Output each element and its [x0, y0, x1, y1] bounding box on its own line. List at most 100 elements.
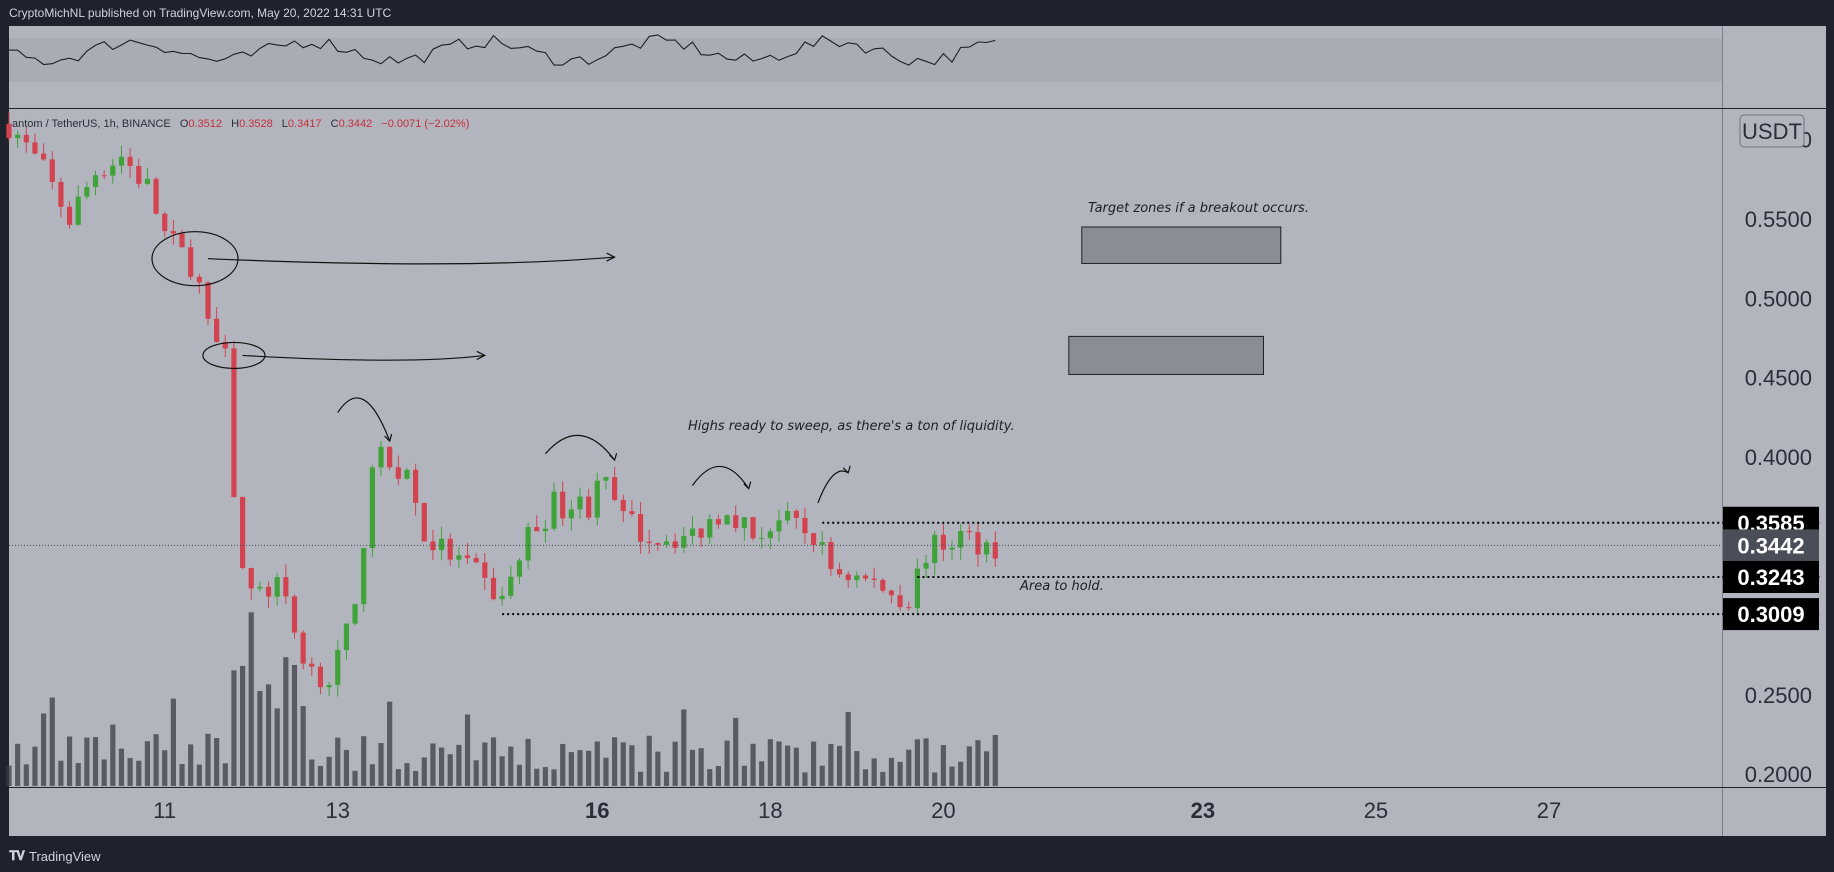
- candle-body: [92, 175, 99, 188]
- candle-body: [698, 528, 704, 538]
- price-scale[interactable]: [1723, 109, 1826, 787]
- volume-bar: [984, 751, 990, 786]
- volume-bar: [274, 708, 280, 786]
- indicator-band: [9, 38, 1722, 82]
- volume-bar: [897, 761, 903, 786]
- candle-body: [793, 510, 799, 518]
- volume-bar: [862, 769, 869, 786]
- volume-bar: [136, 760, 142, 786]
- volume-bar: [179, 764, 185, 786]
- volume-bar: [490, 737, 497, 786]
- volume-bar: [508, 746, 514, 786]
- volume-bar: [741, 765, 747, 786]
- candle-body: [222, 341, 228, 349]
- candle-body: [317, 666, 324, 688]
- sweep-arc: [337, 397, 391, 442]
- candle-body: [802, 517, 808, 534]
- candle-body: [153, 178, 159, 214]
- candle-body: [413, 469, 419, 503]
- candle-body: [101, 175, 107, 177]
- volume-bar: [404, 763, 410, 786]
- date-tick-label: 11: [153, 798, 176, 823]
- volume-bar: [144, 741, 151, 786]
- high-value: 0.3528: [239, 118, 273, 130]
- candle-body: [689, 528, 696, 536]
- volume-bar: [568, 752, 574, 786]
- currency-badge[interactable]: [1739, 114, 1805, 148]
- candle-body: [880, 579, 886, 591]
- volume-bar: [499, 756, 505, 786]
- volume-bar: [551, 769, 557, 786]
- volume-bar: [612, 737, 618, 786]
- volume-bar: [603, 757, 609, 786]
- volume-bar: [309, 759, 315, 786]
- candle-body: [888, 590, 895, 596]
- volume-bar: [975, 740, 981, 786]
- volume-bar: [205, 733, 211, 786]
- volume-bar: [41, 713, 47, 786]
- volume-bar: [188, 744, 194, 786]
- candle-body: [6, 123, 12, 139]
- circle-drawing: [202, 341, 266, 370]
- volume-bar: [620, 742, 626, 786]
- oscillator-path: [8, 34, 996, 66]
- volume-bar: [759, 761, 765, 786]
- candle-body: [767, 531, 773, 539]
- candle-body: [854, 575, 860, 581]
- symbol-name: antom / TetherUS, 1h, BINANCE: [12, 118, 171, 130]
- candle-body: [110, 165, 116, 176]
- candle-body: [170, 231, 176, 234]
- volume-bar: [162, 750, 168, 786]
- candle-body: [352, 604, 358, 624]
- volume-bar: [456, 744, 462, 786]
- candle-body: [144, 178, 151, 184]
- volume-bar: [525, 738, 531, 786]
- candle-body: [205, 282, 211, 319]
- candle-body: [992, 542, 998, 559]
- volume-bar: [196, 764, 202, 786]
- low-value: 0.3417: [288, 118, 322, 130]
- volume-bar: [750, 743, 756, 786]
- candle-body: [369, 467, 375, 549]
- candle-body: [906, 607, 912, 609]
- candle-body: [594, 480, 600, 518]
- volume-bar: [257, 690, 263, 786]
- tradingview-logo[interactable]: 𝐓𝐕 TradingView: [9, 848, 101, 864]
- volume-bar: [84, 737, 90, 786]
- arc-arrow-head: [609, 452, 618, 462]
- volume-bar: [880, 771, 886, 786]
- candle-body: [733, 515, 739, 529]
- volume-bar: [854, 751, 860, 786]
- volume-bar: [819, 765, 825, 786]
- date-scale[interactable]: [9, 788, 1826, 836]
- price-axis-labels: 0.60000.55000.50000.45000.40000.25000.20…: [1745, 128, 1812, 787]
- candle-body: [283, 577, 289, 597]
- target-zones: [1068, 226, 1282, 375]
- volume-bar: [300, 706, 306, 786]
- volume-bar: [32, 746, 38, 786]
- volume-bar: [966, 746, 972, 786]
- candle-body: [836, 569, 843, 575]
- volume-bar: [906, 749, 912, 786]
- volume-bar: [231, 670, 237, 786]
- sweep-arc: [691, 465, 750, 489]
- price-tag-label: 0.3442: [1737, 533, 1804, 558]
- volume-bar: [542, 767, 548, 786]
- change-value: −0.0071 (−2.02%): [381, 118, 469, 130]
- sweep-arc: [544, 434, 616, 461]
- candle-body: [179, 233, 185, 248]
- date-tick-label: 25: [1364, 798, 1388, 823]
- volume-bar: [66, 736, 73, 786]
- candle-body: [655, 543, 661, 545]
- volume-bar: [473, 760, 479, 786]
- candle-body: [810, 533, 817, 545]
- target-zone: [1081, 226, 1282, 264]
- volume-bar: [291, 664, 298, 786]
- close-value: 0.3442: [339, 118, 373, 130]
- candle-body: [188, 247, 194, 277]
- candle-body: [577, 496, 583, 510]
- candle-body: [914, 568, 921, 609]
- volume-bar: [335, 737, 341, 786]
